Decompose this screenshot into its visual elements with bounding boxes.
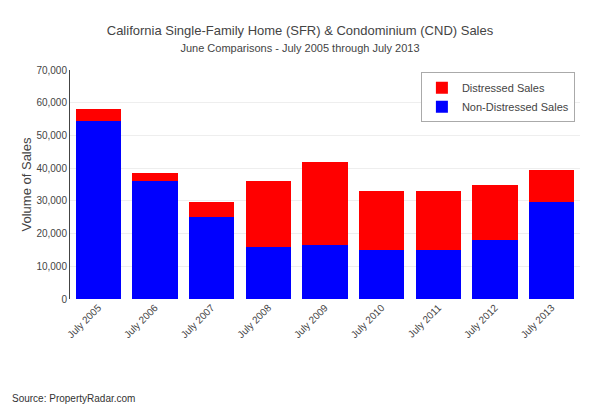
svg-text:10,000: 10,000 — [36, 261, 67, 272]
svg-text:Volume of Sales: Volume of Sales — [19, 137, 34, 231]
svg-text:30,000: 30,000 — [36, 195, 67, 206]
svg-text:July 2012: July 2012 — [462, 302, 500, 340]
svg-text:Source: PropertyRadar.com: Source: PropertyRadar.com — [12, 393, 135, 404]
svg-text:July 2013: July 2013 — [519, 302, 557, 340]
svg-text:July 2005: July 2005 — [65, 302, 103, 340]
svg-text:40,000: 40,000 — [36, 163, 67, 174]
svg-text:California Single-Family Home: California Single-Family Home (SFR) & Co… — [107, 23, 494, 54]
svg-text:July 2008: July 2008 — [235, 302, 273, 340]
svg-text:July 2007: July 2007 — [179, 302, 217, 340]
svg-text:70,000: 70,000 — [36, 65, 67, 76]
svg-text:July 2006: July 2006 — [122, 302, 160, 340]
svg-text:July 2011: July 2011 — [406, 302, 444, 340]
svg-text:0: 0 — [61, 294, 67, 305]
svg-text:50,000: 50,000 — [36, 130, 67, 141]
svg-text:60,000: 60,000 — [36, 97, 67, 108]
svg-text:July 2009: July 2009 — [292, 302, 330, 340]
svg-text:Non-Distressed Sales: Non-Distressed Sales — [462, 101, 569, 113]
svg-text:Distressed Sales: Distressed Sales — [462, 82, 545, 94]
svg-text:July 2010: July 2010 — [349, 302, 387, 340]
svg-text:20,000: 20,000 — [36, 228, 67, 239]
